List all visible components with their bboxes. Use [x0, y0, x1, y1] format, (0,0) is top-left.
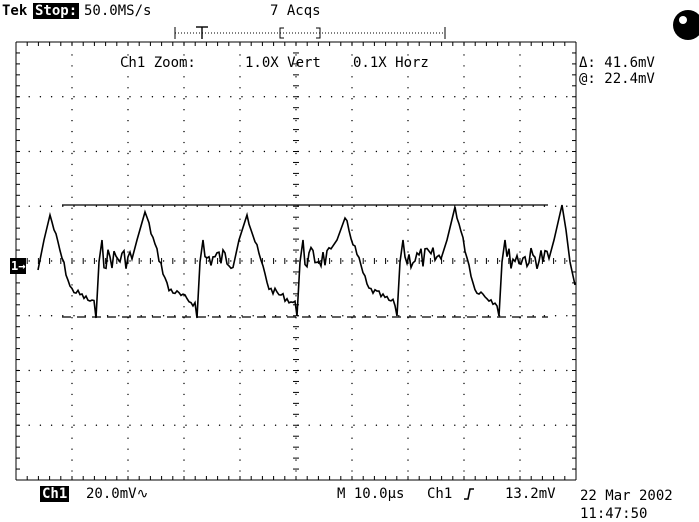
- trigger-level-readout: 13.2mV: [505, 486, 556, 502]
- run-state-badge[interactable]: Stop:: [33, 3, 80, 19]
- cursor-delta-readout: Δ: 41.6mV: [579, 55, 655, 71]
- busy-indicator-icon: [673, 10, 699, 40]
- zoom-label: Ch1 Zoom:: [120, 55, 196, 71]
- rising-edge-icon: [464, 488, 474, 500]
- graticule: [15, 41, 577, 481]
- trigger-source: Ch1: [427, 486, 453, 502]
- trigger-position-icon: [196, 26, 208, 39]
- cursor-position-readout: @: 22.4mV: [579, 71, 655, 87]
- zoom-horizontal: 0.1X Horz: [353, 55, 429, 71]
- time-readout: 11:47:50: [580, 506, 648, 522]
- sample-rate-readout: 50.0MS/s: [84, 3, 152, 19]
- timebase-readout: M 10.0µs: [337, 486, 405, 502]
- volts-per-div-readout: 20.0mV∿: [86, 486, 149, 502]
- ch1-ground-marker[interactable]: 1→: [10, 258, 27, 274]
- date-readout: 22 Mar 2002: [580, 488, 673, 504]
- acquisition-count: 7 Acqs: [270, 3, 321, 19]
- record-length-bar: [174, 27, 446, 39]
- ch1-waveform: [37, 204, 576, 319]
- zoom-vertical: 1.0X Vert: [245, 55, 321, 71]
- brand-label: Tek: [2, 3, 28, 19]
- channel-label[interactable]: Ch1: [40, 486, 70, 502]
